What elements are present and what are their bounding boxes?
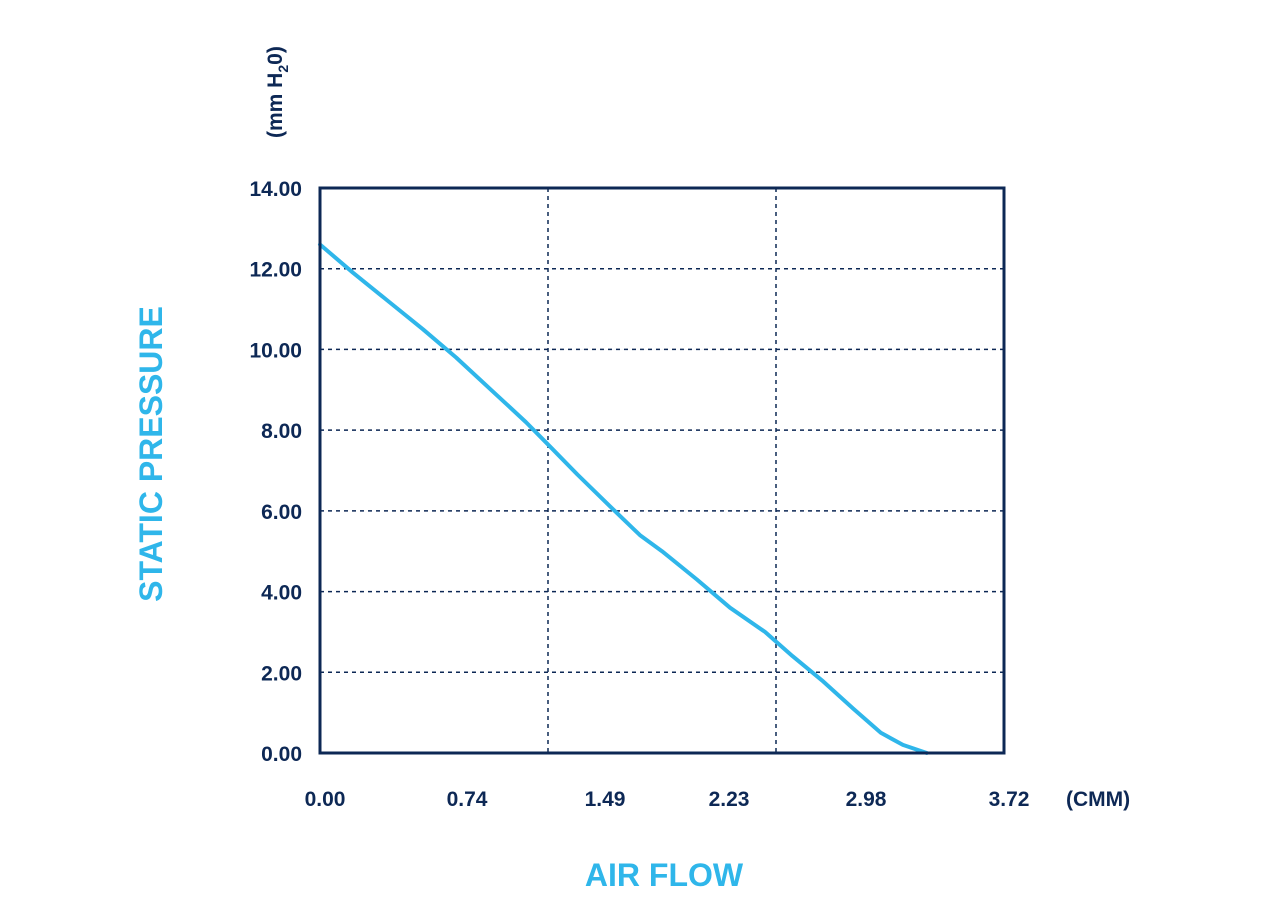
y-tick-label: 0.00 — [261, 743, 302, 766]
y-tick-label: 2.00 — [261, 662, 302, 685]
x-tick-labels: 0.00 0.74 1.49 2.23 2.98 3.72 — [305, 788, 1030, 811]
y-tick-label: 10.00 — [249, 339, 302, 362]
x-tick-label: 2.23 — [709, 788, 750, 811]
y-tick-labels: 0.00 2.00 4.00 6.00 8.00 10.00 12.00 14.00 — [249, 178, 302, 766]
x-tick-label: 1.49 — [585, 788, 626, 811]
x-axis-title: AIR FLOW — [585, 857, 744, 893]
y-tick-label: 6.00 — [261, 501, 302, 524]
y-unit-label: (mm H20) — [264, 46, 291, 138]
x-unit-label: (CMM) — [1066, 788, 1130, 811]
x-tick-label: 3.72 — [989, 788, 1030, 811]
x-tick-label: 0.74 — [447, 788, 488, 811]
y-tick-label: 12.00 — [249, 259, 302, 282]
series-line — [318, 242, 929, 755]
y-tick-label: 8.00 — [261, 420, 302, 443]
plot-frame — [318, 186, 1006, 755]
x-tick-label: 2.98 — [846, 788, 887, 811]
y-tick-label: 14.00 — [249, 178, 302, 201]
y-axis-title: STATIC PRESSURE — [133, 306, 169, 602]
y-tick-label: 4.00 — [261, 582, 302, 605]
grid-lines — [320, 188, 1004, 753]
x-tick-label: 0.00 — [305, 788, 346, 811]
